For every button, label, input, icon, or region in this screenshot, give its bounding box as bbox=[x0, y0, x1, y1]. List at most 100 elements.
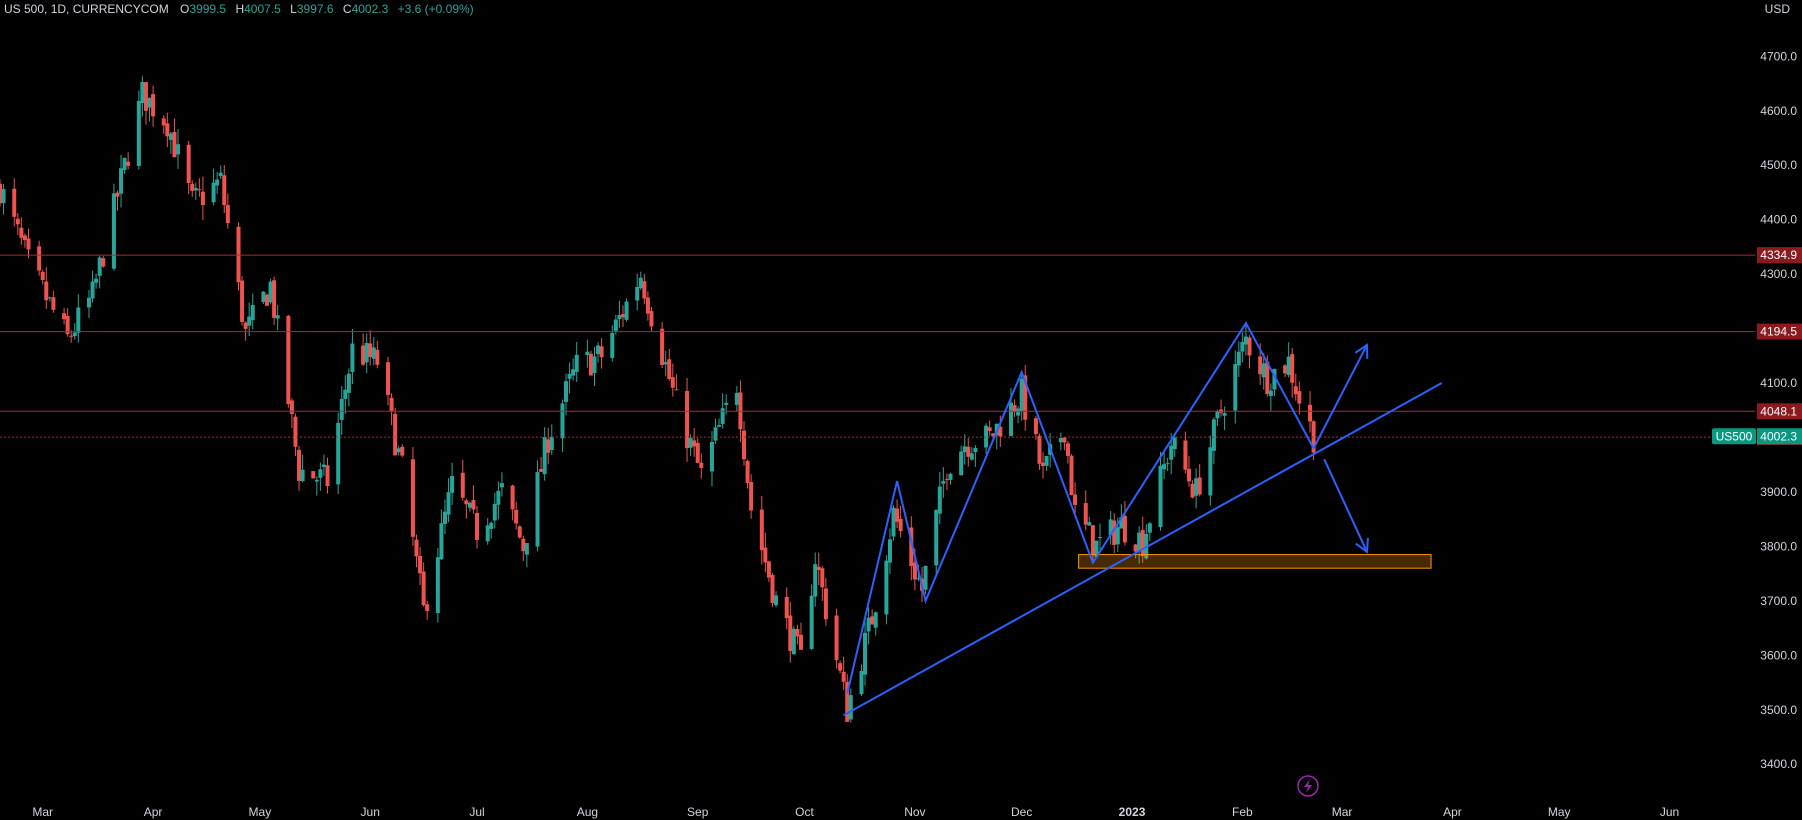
x-tick-label: May bbox=[1548, 805, 1571, 819]
candle-body bbox=[161, 118, 166, 126]
candle-body bbox=[596, 345, 601, 355]
candle-body bbox=[1222, 412, 1227, 416]
x-tick-label: Apr bbox=[144, 805, 163, 819]
candle-body bbox=[984, 425, 989, 448]
candle-body bbox=[574, 354, 579, 372]
candle-body bbox=[567, 373, 572, 379]
candle-body bbox=[321, 464, 326, 467]
candle-body bbox=[186, 144, 191, 184]
current-price-text: 4002.3 bbox=[1760, 429, 1797, 443]
candle-body bbox=[788, 615, 793, 651]
candle-body bbox=[546, 439, 551, 453]
candle-body bbox=[1194, 478, 1199, 496]
candle-body bbox=[1115, 527, 1120, 545]
candle-body bbox=[15, 218, 20, 225]
symbol-title[interactable]: US 500, 1D, CURRENCYCOM bbox=[4, 2, 169, 16]
candle-body bbox=[1272, 369, 1277, 390]
candle-body bbox=[261, 291, 266, 303]
candle-body bbox=[784, 596, 789, 619]
candle-body bbox=[1090, 525, 1095, 555]
symbol-badge-text: US500 bbox=[1716, 429, 1753, 443]
arrow-down bbox=[1323, 458, 1368, 553]
x-tick-label: Feb bbox=[1232, 805, 1253, 819]
candle-body bbox=[770, 574, 775, 604]
candle-body bbox=[1019, 378, 1024, 412]
trend-line bbox=[843, 382, 1443, 717]
candle-body bbox=[1247, 337, 1252, 356]
low-label: L bbox=[290, 2, 297, 16]
candle-body bbox=[766, 561, 771, 578]
candle-body bbox=[40, 271, 45, 280]
price-axis: 4700.04600.04500.04400.04300.04200.04100… bbox=[1712, 49, 1802, 771]
candle-body bbox=[211, 182, 216, 203]
ohlc-legend: US 500, 1D, CURRENCYCOM O3999.5 H4007.5 … bbox=[4, 2, 480, 16]
candle-body bbox=[300, 469, 305, 482]
candle-body bbox=[535, 472, 540, 547]
candle-body bbox=[143, 82, 148, 111]
candle-body bbox=[193, 187, 198, 191]
candle-body bbox=[887, 539, 892, 563]
candle-body bbox=[97, 257, 102, 276]
candle-body bbox=[699, 462, 704, 468]
candle-body bbox=[122, 157, 127, 170]
candle-body bbox=[1041, 462, 1046, 467]
candle-body bbox=[859, 671, 864, 695]
candle-body bbox=[1119, 517, 1124, 529]
candle-body bbox=[225, 205, 230, 224]
candle-body bbox=[709, 441, 714, 472]
change-value: +3.6 (+0.09%) bbox=[397, 2, 474, 16]
candle-body bbox=[1308, 404, 1313, 422]
candle-body bbox=[425, 604, 430, 611]
candle-body bbox=[898, 518, 903, 532]
candle-body bbox=[816, 566, 821, 570]
support-zone bbox=[1078, 554, 1432, 569]
candle-body bbox=[895, 508, 900, 522]
y-tick-label: 4100.0 bbox=[1760, 376, 1797, 390]
y-tick-label: 3400.0 bbox=[1760, 757, 1797, 771]
candle-body bbox=[1147, 523, 1152, 533]
candle-body bbox=[966, 446, 971, 457]
level-price-badge bbox=[1757, 247, 1802, 264]
candle-body bbox=[1087, 522, 1092, 526]
candle-body bbox=[813, 564, 818, 597]
candle-body bbox=[688, 437, 693, 448]
candle-body bbox=[346, 373, 351, 393]
candle-body bbox=[190, 183, 195, 191]
candle-body bbox=[564, 381, 569, 403]
candle-body bbox=[1169, 445, 1174, 460]
candle-body bbox=[863, 632, 868, 675]
candle-body bbox=[838, 663, 843, 671]
candle-body bbox=[1268, 390, 1273, 397]
candle-body bbox=[492, 503, 497, 521]
candle-body bbox=[1012, 405, 1017, 412]
candle-body bbox=[991, 433, 996, 437]
candle-body bbox=[937, 486, 942, 514]
candle-body bbox=[485, 525, 490, 542]
candle-body bbox=[1065, 443, 1070, 456]
candle-body bbox=[275, 315, 280, 319]
candle-body bbox=[446, 492, 451, 515]
candle-body bbox=[1094, 540, 1099, 557]
candle-body bbox=[439, 523, 444, 560]
candle-body bbox=[791, 628, 796, 655]
candle-body bbox=[891, 507, 896, 537]
candle-body bbox=[1233, 364, 1238, 411]
candle-body bbox=[264, 294, 269, 306]
candle-body bbox=[489, 522, 494, 529]
candle-body bbox=[151, 94, 156, 117]
candle-body bbox=[763, 547, 768, 563]
x-tick-label: May bbox=[249, 805, 272, 819]
candle-body bbox=[47, 297, 52, 299]
candle-body bbox=[1023, 375, 1028, 420]
candle-body bbox=[948, 473, 953, 480]
x-tick-label: Jul bbox=[469, 805, 484, 819]
candle-body bbox=[873, 612, 878, 628]
candle-body bbox=[318, 469, 323, 478]
candle-body bbox=[62, 313, 67, 320]
level-price-badge bbox=[1757, 403, 1802, 420]
candle-body bbox=[499, 483, 504, 488]
candle-body bbox=[126, 161, 131, 166]
lightning-icon[interactable] bbox=[1297, 775, 1319, 797]
candle-body bbox=[610, 332, 615, 359]
candle-body bbox=[749, 481, 754, 511]
